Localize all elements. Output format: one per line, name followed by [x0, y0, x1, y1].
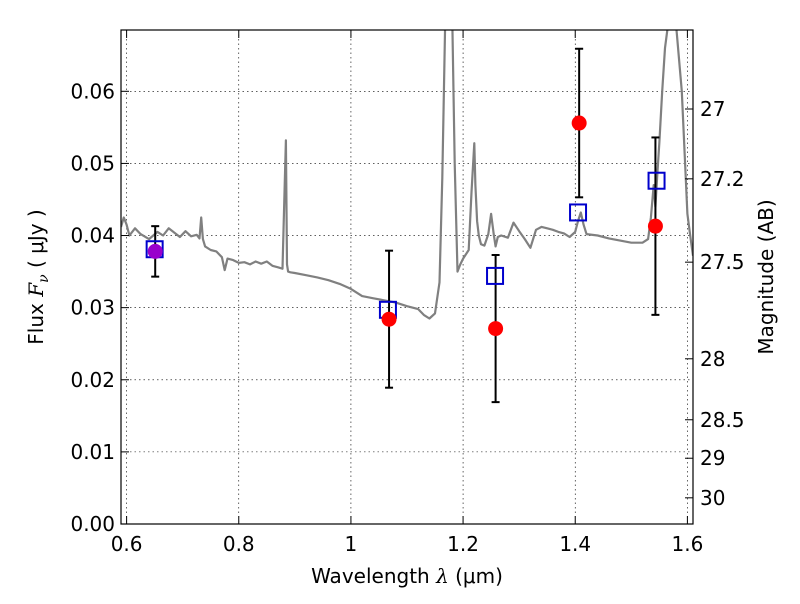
y2-tick-label: 27.5: [700, 250, 745, 274]
data-layer: [121, 30, 693, 404]
y-tick-label: 0.04: [70, 224, 115, 248]
observed-flux-point: [381, 311, 397, 327]
observed-flux-point: [147, 243, 163, 259]
y-tick-label: 0.03: [70, 296, 115, 320]
y2-tick-label: 29: [700, 446, 725, 470]
y-tick-label: 0.05: [70, 151, 115, 175]
y-tick-label: 0.01: [70, 440, 115, 464]
model-photometry-square: [647, 171, 666, 190]
y2-tick-label: 27: [700, 97, 725, 121]
observed-flux-point: [647, 218, 663, 234]
tick-marks: [121, 30, 693, 525]
plot-border: [120, 29, 694, 525]
y2-tick-label: 28.5: [700, 408, 745, 432]
observed-flux-point: [571, 115, 587, 131]
x-tick-label: 1.2: [447, 532, 479, 556]
y-tick-label: 0.06: [70, 79, 115, 103]
x-tick-label: 1.4: [559, 532, 591, 556]
x-tick-label: 0.6: [111, 532, 143, 556]
y-tick-label: 0.00: [70, 512, 115, 536]
y2-tick-label: 30: [700, 486, 725, 510]
x-tick-label: 0.8: [223, 532, 255, 556]
y2-tick-label: 28: [700, 347, 725, 371]
y2-axis-label: Magnitude (AB): [754, 199, 778, 354]
tick-labels: 0.6 0.8 1 1.2 1.4 1.6 0.00 0.01 0.02 0.03 0.04 0.05…: [70, 79, 744, 556]
grid-lines: [121, 30, 693, 525]
observed-flux-point: [488, 321, 504, 337]
x-tick-label: 1.6: [671, 532, 703, 556]
x-tick-label: 1: [345, 532, 358, 556]
model-photometry-square: [486, 266, 505, 285]
x-axis-label: Wavelength λ (μm): [311, 564, 503, 588]
model-photometry-square: [569, 203, 588, 222]
y2-tick-label: 27.2: [700, 167, 745, 191]
y-tick-label: 0.02: [70, 368, 115, 392]
y-axis-label: Flux Fν ( μJy ): [24, 209, 52, 344]
model-spectrum-line: [121, 30, 693, 320]
plot-frame: [120, 29, 694, 525]
